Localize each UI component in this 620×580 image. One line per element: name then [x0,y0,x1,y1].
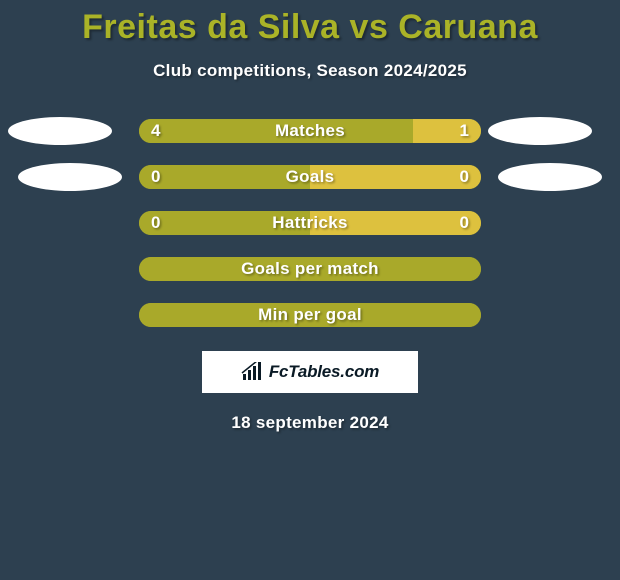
stat-value-right: 0 [460,211,469,235]
player-right-marker [488,117,592,145]
stat-label: Matches [139,119,481,143]
player-left-marker [18,163,122,191]
stat-bar: Goals0 0 [139,165,481,189]
stat-label: Min per goal [139,303,481,327]
stat-bar: Goals per match [139,257,481,281]
stat-row: Min per goal [0,303,620,327]
stat-value-right: 0 [460,165,469,189]
stat-row: Goals per match [0,257,620,281]
stat-row: Matches4 1 [0,119,620,143]
comparison-subtitle: Club competitions, Season 2024/2025 [0,61,620,81]
stat-value-left: 4 [151,119,160,143]
stat-rows: Matches41Goals00Hattricks00Goals per mat… [0,119,620,327]
comparison-title: Freitas da Silva vs Caruana [0,0,620,47]
stat-value-right: 1 [460,119,469,143]
stat-label: Goals per match [139,257,481,281]
player-right-marker [498,163,602,191]
source-badge: FcTables.com [202,351,418,393]
snapshot-date: 18 september 2024 [0,413,620,433]
bar-chart-icon [241,362,263,382]
player-left-marker [8,117,112,145]
stat-value-left: 0 [151,165,160,189]
stat-label: Goals [139,165,481,189]
stat-label: Hattricks [139,211,481,235]
stat-row: Goals0 0 [0,165,620,189]
stat-bar: Min per goal [139,303,481,327]
source-badge-text: FcTables.com [269,362,379,382]
stat-value-left: 0 [151,211,160,235]
stat-bar: Matches4 1 [139,119,481,143]
stat-row: Hattricks0 0 [0,211,620,235]
stat-bar: Hattricks0 0 [139,211,481,235]
